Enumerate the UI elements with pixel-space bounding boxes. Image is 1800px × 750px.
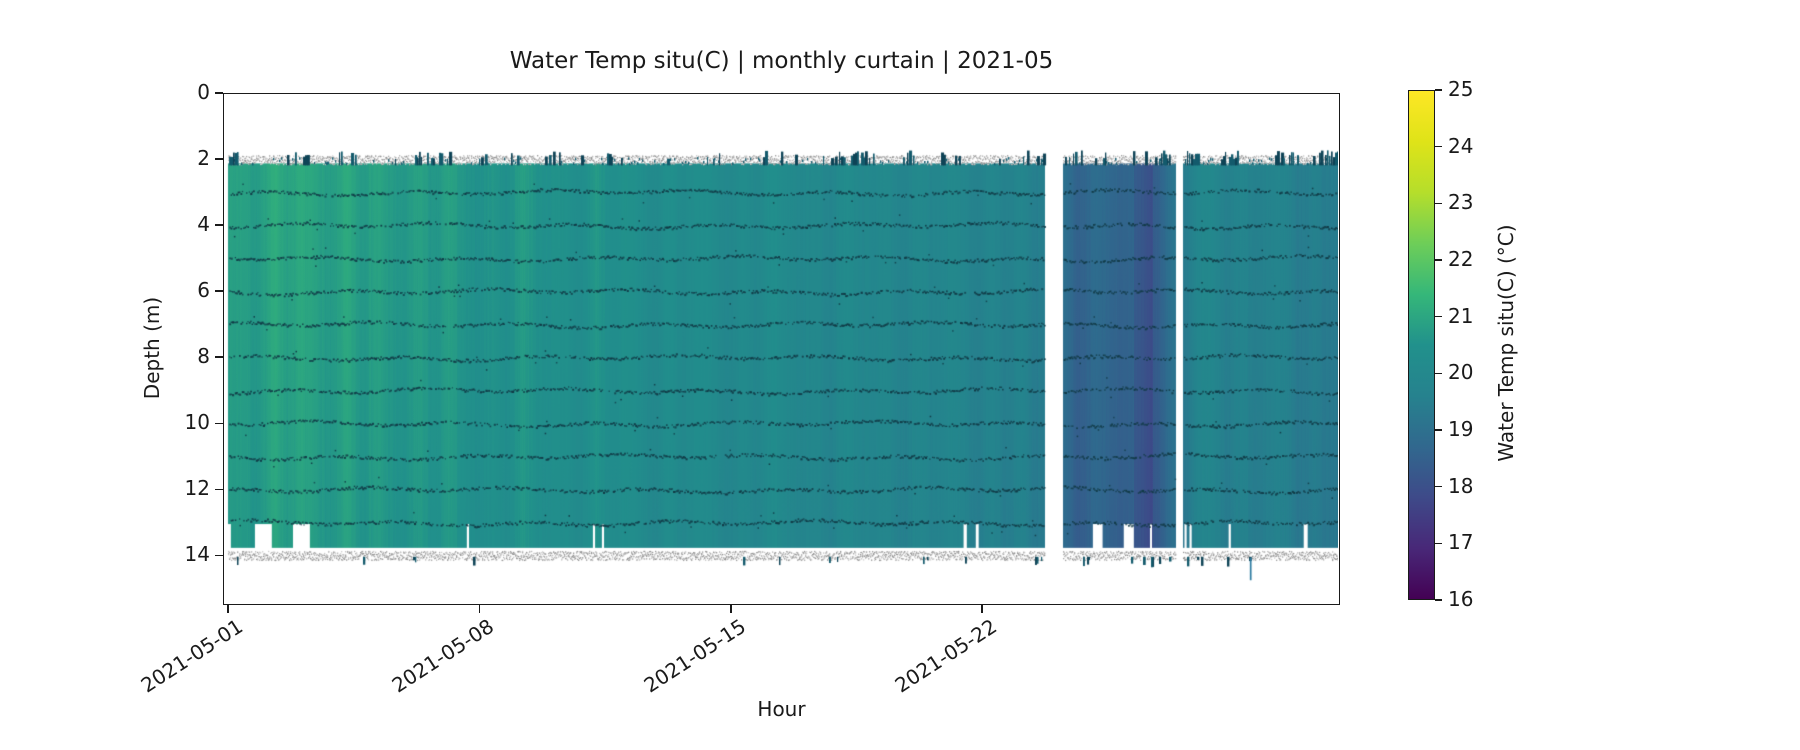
colorbar-tick-label: 18 bbox=[1448, 473, 1474, 498]
colorbar-tick-label: 24 bbox=[1448, 133, 1474, 158]
colorbar-tick bbox=[1435, 315, 1442, 318]
x-axis-tick bbox=[730, 605, 732, 613]
colorbar-tick-label: 19 bbox=[1448, 417, 1474, 441]
colorbar-tick bbox=[1435, 599, 1442, 601]
colorbar bbox=[1408, 90, 1435, 600]
colorbar-tick-label: 23 bbox=[1448, 190, 1474, 215]
colorbar-tick-label: 22 bbox=[1448, 247, 1474, 271]
x-axis-tick bbox=[478, 605, 481, 613]
y-axis-label: Depth (m) bbox=[140, 296, 164, 400]
y-axis-tick-label: 14 bbox=[184, 542, 210, 567]
colorbar-tick bbox=[1435, 372, 1442, 375]
y-axis-tick bbox=[215, 158, 223, 160]
y-axis-tick-label: 6 bbox=[197, 278, 210, 303]
colorbar-tick bbox=[1435, 485, 1442, 488]
y-axis-tick bbox=[215, 356, 223, 359]
x-axis-tick bbox=[981, 605, 984, 613]
y-axis-tick-label: 12 bbox=[184, 476, 210, 501]
y-axis-tick bbox=[215, 290, 223, 293]
y-axis-tick bbox=[215, 488, 223, 491]
plot-title: Water Temp situ(C) | monthly curtain | 2… bbox=[509, 48, 1054, 74]
y-axis-tick-label: 0 bbox=[197, 80, 210, 104]
colorbar-tick bbox=[1435, 89, 1442, 91]
y-axis-tick bbox=[215, 422, 223, 425]
colorbar-tick-label: 25 bbox=[1448, 77, 1474, 101]
colorbar-tick-label: 16 bbox=[1448, 587, 1474, 611]
colorbar-tick bbox=[1435, 202, 1442, 205]
y-axis-tick bbox=[215, 92, 223, 94]
axes-border bbox=[223, 93, 1340, 605]
colorbar-label: Water Temp situ(C) (°C) bbox=[1494, 224, 1518, 462]
colorbar-tick bbox=[1435, 429, 1442, 431]
y-axis-tick-label: 4 bbox=[197, 212, 210, 237]
y-axis-tick bbox=[215, 554, 223, 557]
colorbar-tick bbox=[1435, 259, 1442, 261]
x-axis-label: Hour bbox=[757, 697, 806, 721]
x-axis-tick-label: 2021-05-15 bbox=[639, 614, 750, 698]
y-axis-tick bbox=[215, 224, 223, 227]
y-axis-tick-label: 8 bbox=[197, 344, 210, 369]
curtain-heatmap-canvas bbox=[225, 95, 1338, 603]
x-axis-tick-label: 2021-05-08 bbox=[387, 614, 499, 698]
y-axis-tick-label: 2 bbox=[197, 146, 210, 171]
y-axis-tick-label: 10 bbox=[184, 410, 210, 435]
colorbar-tick-label: 20 bbox=[1448, 360, 1474, 385]
colorbar-tick-label: 17 bbox=[1448, 530, 1474, 555]
x-axis-tick-label: 2021-05-01 bbox=[136, 614, 248, 698]
x-axis-tick-label: 2021-05-22 bbox=[890, 614, 1002, 698]
colorbar-tick bbox=[1435, 145, 1442, 148]
colorbar-tick bbox=[1435, 542, 1442, 545]
x-axis-tick bbox=[227, 605, 229, 613]
colorbar-tick-label: 21 bbox=[1448, 303, 1474, 328]
